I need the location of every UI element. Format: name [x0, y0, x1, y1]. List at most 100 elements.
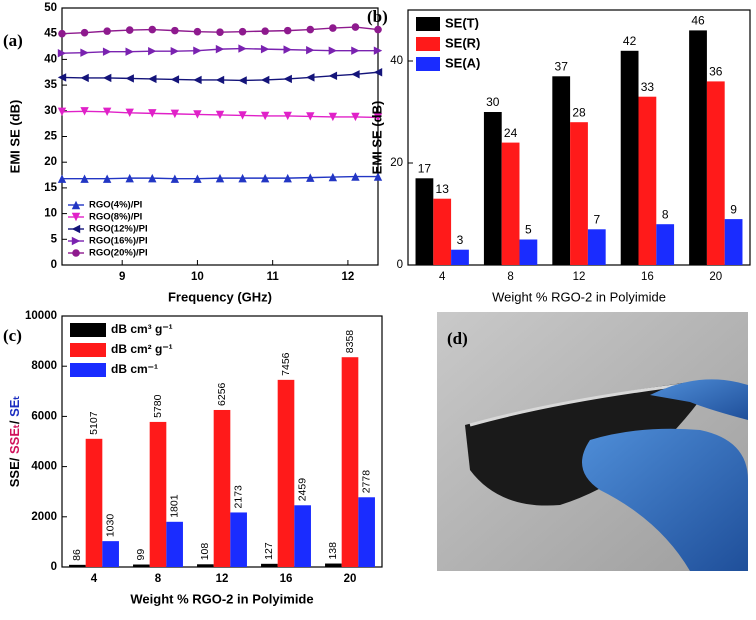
- bar: [230, 512, 247, 567]
- value-label: 36: [709, 65, 723, 79]
- marker: [373, 172, 383, 181]
- bar: [197, 564, 214, 567]
- marker: [125, 47, 134, 56]
- legend-marker: [71, 200, 81, 210]
- y-tick-label: 10: [44, 208, 57, 220]
- glove-finger: [650, 379, 748, 420]
- marker: [238, 27, 247, 36]
- marker: [80, 73, 89, 83]
- y-tick-label: 0: [397, 259, 403, 271]
- value-label: 17: [418, 161, 432, 175]
- marker: [374, 25, 382, 34]
- legend-label: dB cm² g⁻¹: [111, 342, 173, 356]
- value-label: 99: [135, 549, 147, 561]
- value-label: 5780: [152, 394, 164, 418]
- marker: [170, 109, 180, 119]
- y-tick-label: 30: [44, 105, 57, 117]
- y-tick-label: 5: [51, 233, 58, 245]
- marker: [238, 173, 247, 183]
- value-label: 30: [486, 95, 500, 109]
- marker: [351, 46, 360, 55]
- value-label: 6256: [216, 382, 228, 406]
- marker: [148, 74, 157, 84]
- y-tick-label: 35: [44, 79, 57, 91]
- marker: [373, 68, 383, 77]
- value-label: 3: [457, 233, 464, 247]
- legend-label: SE(R): [445, 35, 480, 50]
- marker: [102, 47, 112, 56]
- marker: [351, 70, 360, 79]
- marker: [148, 109, 157, 118]
- x-tick-label: 9: [119, 271, 125, 283]
- y-tick-label: 50: [44, 2, 57, 14]
- marker: [193, 110, 202, 119]
- bar: [341, 357, 359, 567]
- bar: [433, 198, 452, 265]
- marker: [329, 24, 337, 32]
- y-tick-label: 15: [44, 182, 57, 194]
- marker: [170, 174, 180, 183]
- bar: [358, 497, 375, 567]
- marker: [306, 173, 315, 182]
- legend-marker: [71, 224, 81, 234]
- y-tick-label: 4000: [31, 461, 57, 473]
- panel-label: (c): [3, 326, 22, 345]
- marker: [306, 45, 315, 55]
- y-tick-label: 8000: [31, 360, 57, 372]
- marker: [193, 46, 202, 55]
- x-tick-label: 11: [267, 271, 280, 283]
- bar: [620, 50, 639, 265]
- marker: [260, 44, 270, 54]
- legend-label: SE(A): [445, 55, 480, 70]
- y-axis-label-part: SEₜ: [7, 396, 22, 417]
- x-tick-label: 4: [91, 573, 98, 585]
- marker: [57, 49, 67, 58]
- legend-label: dB cm⁻¹: [111, 362, 158, 376]
- marker: [170, 46, 180, 56]
- value-label: 8: [662, 207, 669, 221]
- x-axis-label: Frequency (GHz): [168, 289, 272, 304]
- bar: [483, 112, 502, 265]
- marker: [80, 48, 89, 57]
- y-tick-label: 40: [44, 53, 57, 65]
- bar: [519, 239, 538, 265]
- panel-label: (d): [447, 329, 468, 348]
- marker: [261, 27, 269, 35]
- value-label: 5: [525, 223, 532, 237]
- bar: [69, 564, 86, 567]
- bar: [724, 219, 743, 265]
- y-axis-label: SSE/ SSEₜ/ SEₜ: [7, 396, 22, 488]
- marker: [260, 75, 270, 85]
- marker: [80, 174, 89, 183]
- marker: [306, 112, 315, 121]
- value-label: 33: [641, 80, 655, 94]
- bar: [85, 438, 103, 567]
- marker: [215, 44, 225, 54]
- x-axis-label: Weight % RGO-2 in Polyimide: [130, 591, 313, 606]
- x-tick-label: 20: [344, 573, 357, 585]
- marker: [215, 173, 225, 183]
- y-axis-label: EMI SE (dB): [369, 101, 384, 175]
- x-tick-label: 8: [507, 271, 513, 283]
- x-tick-label: 12: [573, 271, 586, 283]
- y-tick-label: 20: [44, 156, 57, 168]
- panel-label: (a): [3, 31, 23, 50]
- legend-swatch: [416, 57, 440, 71]
- marker: [102, 107, 112, 117]
- x-tick-label: 12: [342, 271, 355, 283]
- bar: [261, 563, 278, 567]
- bar: [149, 421, 167, 567]
- value-label: 1030: [104, 514, 116, 538]
- marker: [328, 172, 338, 182]
- y-axis-label-part: /: [7, 417, 22, 424]
- y-tick-label: 20: [390, 157, 403, 169]
- marker: [193, 27, 202, 36]
- marker: [328, 46, 338, 55]
- marker: [102, 73, 112, 83]
- marker: [283, 45, 292, 54]
- legend-label: RGO(8%)/PI: [89, 212, 142, 223]
- marker: [351, 112, 360, 122]
- y-tick-label: 45: [44, 28, 57, 40]
- bar: [638, 96, 657, 265]
- marker: [170, 75, 180, 84]
